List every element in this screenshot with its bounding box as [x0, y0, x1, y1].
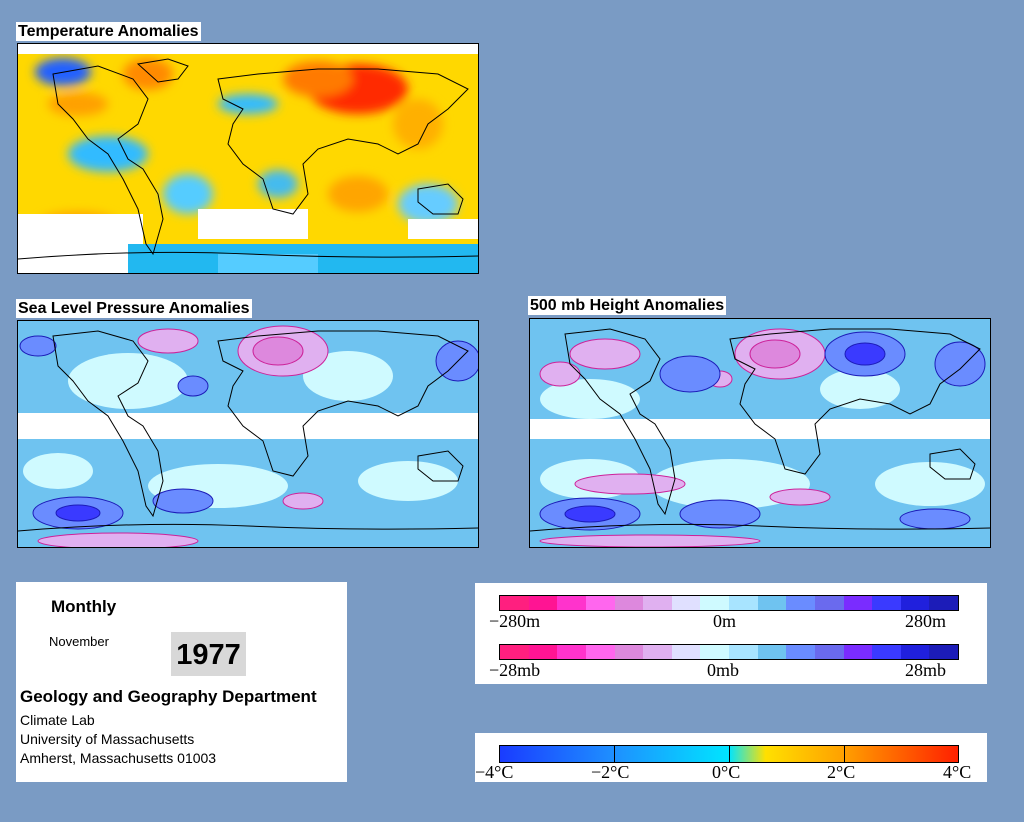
height-pressure-legend: −280m 0m 280m −28mb 0mb 28mb [475, 583, 987, 684]
pressure-colorbar [499, 644, 959, 660]
pressure-scale-swatch-2 [557, 645, 586, 659]
pressure-scale-swatch-10 [786, 645, 815, 659]
info-box: Monthly November 1977 Geology and Geogra… [16, 582, 347, 782]
height-scale-swatch-1 [528, 596, 558, 610]
temp-label-minus-2: −2°C [591, 762, 630, 782]
pressure-scale-swatch-4 [614, 645, 644, 659]
height-scale-swatch-10 [786, 596, 815, 610]
department-label: Geology and Geography Department [20, 687, 317, 706]
height-anomaly-map [529, 318, 991, 548]
height-scale-swatch-14 [900, 596, 930, 610]
temp-label-plus-4: 4°C [943, 762, 972, 782]
tick-plus-2 [844, 746, 845, 762]
height-scale-swatch-15 [929, 596, 958, 610]
height-scale-swatch-12 [843, 596, 873, 610]
pressure-scale-swatch-13 [872, 645, 901, 659]
temperature-title: Temperature Anomalies [16, 22, 201, 41]
pressure-scale-swatch-1 [528, 645, 558, 659]
pressure-scale-swatch-15 [929, 645, 958, 659]
height-label-max: 280m [905, 611, 947, 631]
height-scale-swatch-8 [729, 596, 758, 610]
pressure-scale-swatch-0 [500, 645, 529, 659]
pressure-scale-swatch-7 [700, 645, 729, 659]
temp-label-minus-4: −4°C [475, 762, 514, 782]
height-scale-swatch-3 [585, 596, 615, 610]
year-label: 1977 [171, 632, 246, 676]
height-label-mid: 0m [713, 611, 737, 631]
period-label: Monthly [51, 597, 117, 616]
temperature-colorbar [499, 745, 959, 763]
pressure-scale-swatch-3 [585, 645, 615, 659]
pressure-scale-swatch-5 [643, 645, 672, 659]
address-line-3: Amherst, Massachusetts 01003 [20, 750, 217, 766]
temperature-anomaly-map [17, 43, 479, 274]
pressure-scale-swatch-11 [814, 645, 844, 659]
pressure-scale-swatch-12 [843, 645, 873, 659]
pressure-scale-swatch-14 [900, 645, 930, 659]
height-scale-swatch-9 [757, 596, 787, 610]
height-scale-swatch-13 [872, 596, 901, 610]
pressure-scale-swatch-8 [729, 645, 758, 659]
temp-label-zero: 0°C [712, 762, 741, 782]
slp-title: Sea Level Pressure Anomalies [16, 299, 252, 318]
temp-label-plus-2: 2°C [827, 762, 856, 782]
pressure-label-max: 28mb [905, 660, 947, 680]
height-scale-swatch-5 [643, 596, 672, 610]
pressure-scale-swatch-9 [757, 645, 787, 659]
height-scale-swatch-0 [500, 596, 529, 610]
pressure-label-min: −28mb [489, 660, 541, 680]
height-scale-swatch-2 [557, 596, 586, 610]
month-label: November [49, 634, 109, 649]
height-scale-swatch-6 [671, 596, 701, 610]
height-scale-swatch-7 [700, 596, 729, 610]
address-line-1: Climate Lab [20, 712, 95, 728]
pressure-scale-swatch-6 [671, 645, 701, 659]
slp-anomaly-map [17, 320, 479, 548]
tick-minus-2 [614, 746, 615, 762]
height-label-min: −280m [489, 611, 541, 631]
height-scale-swatch-11 [814, 596, 844, 610]
pressure-label-mid: 0mb [707, 660, 740, 680]
temperature-legend: −4°C −2°C 0°C 2°C 4°C [475, 733, 987, 782]
height-title: 500 mb Height Anomalies [528, 296, 727, 315]
address-line-2: University of Massachusetts [20, 731, 195, 747]
height-colorbar [499, 595, 959, 611]
height-scale-swatch-4 [614, 596, 644, 610]
tick-zero [729, 746, 730, 762]
